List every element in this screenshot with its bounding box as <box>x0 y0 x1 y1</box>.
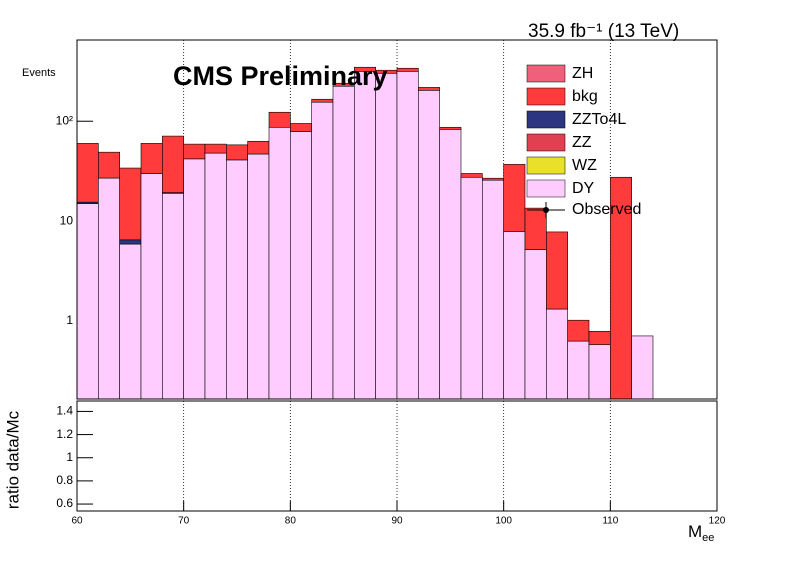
bar-segment <box>354 70 376 400</box>
bar-segment <box>226 159 248 400</box>
bar-segment <box>268 126 291 400</box>
x-tick-label: 70 <box>178 516 190 527</box>
legend-label: bkg <box>572 88 598 105</box>
bar-segment <box>524 249 547 400</box>
x-tick-label: 80 <box>285 516 297 527</box>
bar-segment <box>439 126 462 130</box>
bar-segment <box>375 72 398 400</box>
legend-label: ZZTo4L <box>572 111 626 128</box>
bar-segment <box>396 67 419 72</box>
x-tick-label: 60 <box>71 516 83 527</box>
bar-segment <box>503 231 526 400</box>
bar-segment <box>290 123 312 132</box>
bar-segment <box>631 335 654 400</box>
bar-segment <box>439 129 462 400</box>
x-tick-label: 90 <box>391 516 403 527</box>
x-axis-title-sub: ee <box>702 532 714 544</box>
bar-segment <box>76 203 99 400</box>
legend-swatch <box>526 156 566 175</box>
bar-segment <box>76 143 99 203</box>
y-tick-label: 10² <box>56 113 73 127</box>
bar-segment <box>247 153 270 400</box>
lumi-label: 35.9 fb⁻¹ (13 TeV) <box>528 21 679 42</box>
y-tick-label: 1 <box>66 313 73 327</box>
ratio-pad <box>76 400 718 512</box>
x-axis-title-main: M <box>688 522 702 541</box>
y-tick-label: 1.2 <box>56 427 73 441</box>
frame <box>76 39 718 400</box>
bar-segment <box>311 98 334 103</box>
y-tick-label: 0.8 <box>56 473 73 487</box>
x-axis-title: Mee <box>688 522 714 543</box>
bar-segment <box>524 207 547 250</box>
bar-segment <box>482 179 504 400</box>
legend-swatch <box>526 87 566 106</box>
legend-swatch <box>526 110 566 129</box>
bar-segment <box>140 143 163 174</box>
bar-segment <box>247 140 270 155</box>
y-tick-label: 1 <box>66 450 73 464</box>
x-tick-label: 120 <box>709 516 726 527</box>
legend-label: ZH <box>572 65 593 82</box>
legend-label: ZZ <box>572 134 592 151</box>
bar-segment <box>119 167 142 241</box>
bar-segment <box>204 152 227 400</box>
legend-marker <box>543 207 549 213</box>
legend: ZH bkg ZZTo4L ZZ WZ DY Observed <box>526 64 641 218</box>
bar-segment <box>546 308 568 400</box>
bar-segment <box>119 239 142 245</box>
legend-swatch <box>526 64 566 83</box>
histogram <box>76 66 654 400</box>
bar-segment <box>588 331 611 346</box>
legend-label: Observed <box>572 201 641 218</box>
bar-segment <box>503 164 526 232</box>
bar-segment <box>98 151 120 179</box>
bar-segment <box>290 131 312 400</box>
bar-segment <box>162 192 184 400</box>
bar-segment <box>418 87 440 91</box>
legend-label: WZ <box>572 157 597 174</box>
bar-segment <box>183 158 206 400</box>
bar-segment <box>226 144 248 161</box>
bar-segment <box>418 89 440 400</box>
y-tick-label: 0.6 <box>56 496 73 510</box>
bar-segment <box>482 177 504 181</box>
cms-label: CMS Preliminary <box>173 61 388 91</box>
bar-segment <box>311 101 334 400</box>
bar-segment <box>162 135 184 193</box>
bar-segment <box>567 340 590 400</box>
bar-segment <box>460 173 483 178</box>
bar-segment <box>546 231 568 310</box>
bar-segment <box>119 243 142 400</box>
bar-segment <box>98 177 120 400</box>
bar-segment <box>567 319 590 342</box>
frame <box>76 400 718 512</box>
legend-swatch <box>526 133 566 152</box>
bar-segment <box>140 173 163 400</box>
bar-segment <box>354 66 376 72</box>
bar-segment <box>396 70 419 400</box>
legend-label: DY <box>572 180 595 197</box>
bar-segment <box>332 85 355 400</box>
bar-segment <box>204 143 227 154</box>
y-tick-label: 1.4 <box>56 404 73 418</box>
bar-segment <box>460 176 483 400</box>
main-pad: ZH bkg ZZTo4L ZZ WZ DY Observed <box>76 39 718 400</box>
bar-segment <box>183 143 206 160</box>
bar-segment <box>588 344 611 400</box>
legend-swatch <box>526 179 566 198</box>
y-tick-label: 10 <box>60 213 74 227</box>
x-tick-label: 100 <box>495 516 512 527</box>
ratio-axis-title: ratio data/Mc <box>3 410 22 509</box>
y-axis-title: Events <box>22 67 56 79</box>
x-tick-label: 110 <box>602 516 618 527</box>
bar-segment <box>268 111 291 128</box>
